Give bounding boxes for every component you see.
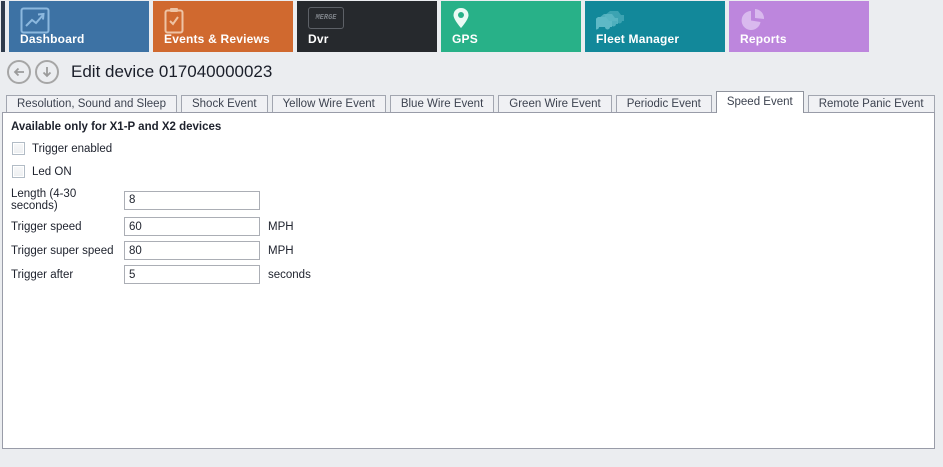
nav-tile-dashboard[interactable]: Dashboard <box>9 1 149 52</box>
trigger-speed-row: Trigger speed MPH <box>11 217 926 236</box>
trigger-super-speed-input[interactable] <box>124 241 260 260</box>
nav-tile-events-reviews[interactable]: Events & Reviews <box>153 1 293 52</box>
event-tabs: Resolution, Sound and Sleep Shock Event … <box>0 90 943 113</box>
nav-tile-label: Dvr <box>308 32 329 46</box>
checkbox-label: Led ON <box>32 165 72 178</box>
map-pin-icon <box>452 7 470 39</box>
field-label: Trigger after <box>11 268 74 281</box>
nav-tile-fleet-manager[interactable]: Fleet Manager <box>585 1 725 52</box>
length-row: Length (4-30 seconds) <box>11 188 926 212</box>
trigger-enabled-checkbox[interactable] <box>12 142 25 155</box>
page-header: Edit device 017040000023 <box>0 53 943 90</box>
nav-tile-label: Reports <box>740 32 787 46</box>
nav-tile-label: Events & Reviews <box>164 32 270 46</box>
tab-resolution-sound-sleep[interactable]: Resolution, Sound and Sleep <box>6 95 177 112</box>
led-on-checkbox[interactable] <box>12 165 25 178</box>
trigger-speed-input[interactable] <box>124 217 260 236</box>
nav-edge-strip <box>1 1 5 52</box>
nav-tile-label: GPS <box>452 32 478 46</box>
nav-tile-reports[interactable]: Reports <box>729 1 869 52</box>
nav-tile-label: Dashboard <box>20 32 85 46</box>
field-label: Trigger speed <box>11 220 82 233</box>
page-title: Edit device 017040000023 <box>71 61 273 81</box>
dvr-screen-text: MERGE <box>315 14 337 22</box>
field-unit: MPH <box>268 220 294 233</box>
tab-green-wire-event[interactable]: Green Wire Event <box>498 95 612 112</box>
tab-speed-event[interactable]: Speed Event <box>715 91 804 113</box>
nav-tile-gps[interactable]: GPS <box>441 1 581 52</box>
tab-yellow-wire-event[interactable]: Yellow Wire Event <box>271 95 386 112</box>
arrow-left-icon <box>13 67 24 76</box>
trigger-enabled-row: Trigger enabled <box>12 142 926 155</box>
nav-tile-dvr[interactable]: MERGE Dvr <box>297 1 437 52</box>
trigger-after-input[interactable] <box>124 265 260 284</box>
length-input[interactable] <box>124 190 260 210</box>
field-unit: seconds <box>268 268 311 281</box>
dvr-screen-icon: MERGE <box>308 7 344 29</box>
tab-shock-event[interactable]: Shock Event <box>180 95 268 112</box>
field-label: Trigger super speed <box>11 244 114 257</box>
arrow-down-icon <box>42 66 52 77</box>
checkbox-label: Trigger enabled <box>32 142 113 155</box>
led-on-row: Led ON <box>12 165 926 178</box>
back-button[interactable] <box>7 59 31 84</box>
trend-chart-icon <box>20 7 50 39</box>
availability-note: Available only for X1-P and X2 devices <box>11 121 222 133</box>
vehicles-icon <box>593 7 630 38</box>
trigger-super-speed-row: Trigger super speed MPH <box>11 241 926 260</box>
top-nav: Dashboard Events & Reviews MERGE Dvr GPS <box>0 0 943 53</box>
field-unit: MPH <box>268 244 294 257</box>
field-label: Length (4-30 seconds) <box>11 188 77 212</box>
trigger-after-row: Trigger after seconds <box>11 265 926 284</box>
speed-event-panel: Available only for X1-P and X2 devices T… <box>2 112 935 449</box>
clipboard-check-icon <box>164 7 184 39</box>
pie-chart-icon <box>740 7 766 38</box>
nav-tile-label: Fleet Manager <box>596 32 680 46</box>
down-button[interactable] <box>35 59 59 84</box>
tab-periodic-event[interactable]: Periodic Event <box>615 95 712 112</box>
tab-remote-panic-event[interactable]: Remote Panic Event <box>807 95 935 112</box>
tab-blue-wire-event[interactable]: Blue Wire Event <box>389 95 495 112</box>
